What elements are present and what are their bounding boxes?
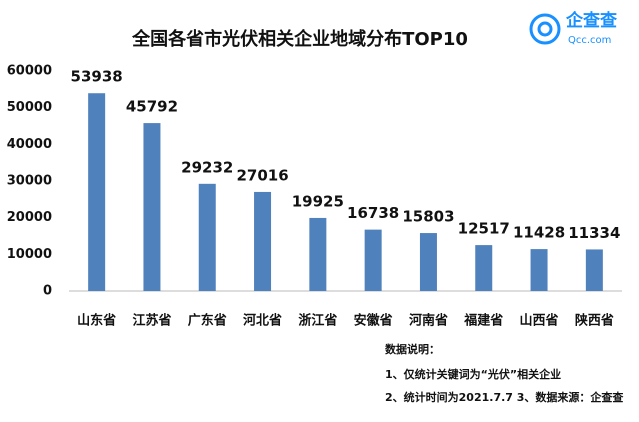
bar xyxy=(309,217,327,291)
note: 2、统计时间为2021.7.7 3、数据来源：企查查 xyxy=(385,390,623,404)
value-label: 12517 xyxy=(458,220,510,238)
bar xyxy=(143,123,161,291)
y-tick-label: 30000 xyxy=(7,174,52,189)
y-tick-label: 40000 xyxy=(7,137,52,152)
x-tick-label: 广东省 xyxy=(188,313,227,329)
x-tick-label: 浙江省 xyxy=(298,313,337,329)
y-tick-label: 60000 xyxy=(7,64,52,79)
x-tick-label: 河南省 xyxy=(409,313,448,329)
value-label: 27016 xyxy=(236,166,288,184)
bar xyxy=(585,249,603,291)
x-tick-label: 山东省 xyxy=(77,313,116,329)
x-tick-label: 山西省 xyxy=(520,313,559,329)
value-label: 53938 xyxy=(71,68,123,86)
x-tick-label: 河北省 xyxy=(243,313,282,329)
logo: 企查查 Qcc.com xyxy=(529,10,618,46)
value-label: 45792 xyxy=(126,98,178,116)
bar xyxy=(475,245,493,291)
y-tick-label: 50000 xyxy=(7,100,52,115)
value-label: 15803 xyxy=(402,208,454,226)
bar xyxy=(419,233,437,291)
y-tick-label: 0 xyxy=(43,284,52,299)
logo-icon-inner xyxy=(537,21,553,37)
bar xyxy=(198,183,216,291)
notes-title: 数据说明： xyxy=(385,342,440,356)
chart-title: 全国各省市光伏相关企业地域分布TOP10 xyxy=(131,28,468,50)
value-label: 29232 xyxy=(181,158,233,176)
x-tick-label: 安徽省 xyxy=(354,313,393,329)
bar xyxy=(364,229,382,291)
value-label: 19925 xyxy=(292,192,344,210)
bar xyxy=(88,93,106,292)
value-label: 11334 xyxy=(568,224,620,242)
x-tick-label: 江苏省 xyxy=(132,313,171,329)
x-tick-label: 福建省 xyxy=(463,313,503,329)
x-tick-label: 陕西省 xyxy=(575,313,614,329)
value-label: 11428 xyxy=(513,224,565,242)
bar xyxy=(254,191,272,291)
logo-name: 企查查 xyxy=(565,10,618,31)
y-tick-label: 20000 xyxy=(7,210,52,225)
note: 1、仅统计关键词为“光伏”相关企业 xyxy=(385,367,561,381)
bar xyxy=(530,249,548,291)
logo-icon xyxy=(529,13,561,45)
value-label: 16738 xyxy=(347,204,399,222)
logo-url: Qcc.com xyxy=(568,35,611,46)
y-tick-label: 10000 xyxy=(7,247,52,262)
